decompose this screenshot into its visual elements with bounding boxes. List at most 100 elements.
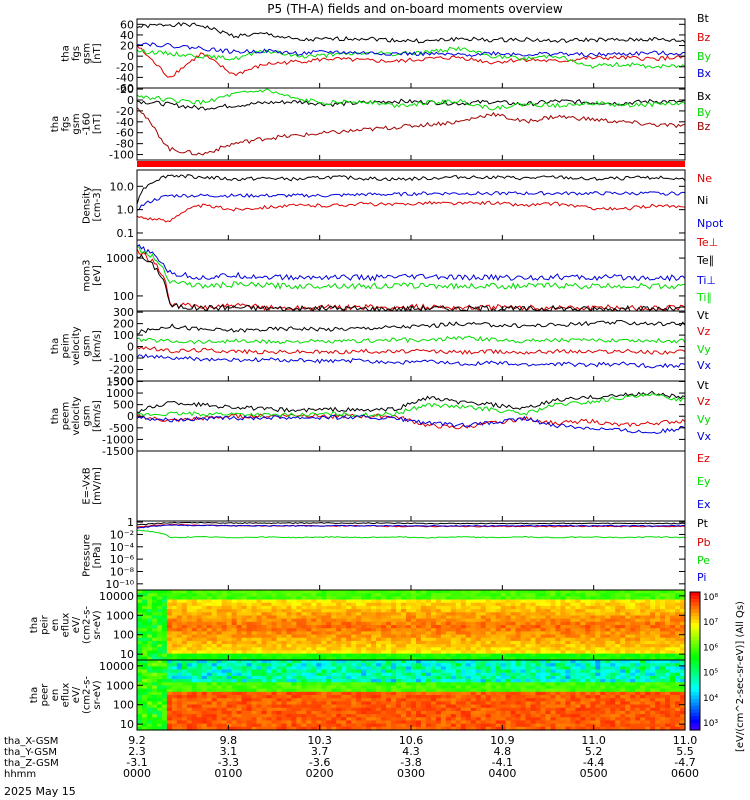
ytick-label-density: 10.0	[110, 180, 135, 193]
colorbar-step	[690, 640, 700, 645]
axis-row-value: 10.6	[399, 734, 424, 747]
ylabel-peim-velocity: thapeimvelocitygsm[km/s]	[50, 326, 103, 365]
figure-title: P5 (TH-A) fields and on-board moments ov…	[267, 2, 563, 16]
series-peim-velocity-Vy	[136, 335, 686, 345]
axis-row-value: 2.3	[128, 745, 146, 758]
axis-row-value: 9.8	[220, 734, 238, 747]
frame-peem-velocity	[136, 380, 686, 452]
legend-efield-1: Ey	[697, 475, 711, 488]
colorbar-step	[690, 602, 700, 607]
ytick-label-density: 0.1	[117, 227, 135, 240]
legend-peim-velocity-0: Vt	[697, 309, 710, 322]
colorbar-step	[690, 719, 700, 724]
ytick-label-peem-velocity: 0	[127, 410, 134, 423]
ylabel-temperature: mom3[eV]	[82, 260, 104, 292]
legend-peim-velocity-3: Vx	[697, 359, 712, 372]
axis-row-value: 5.5	[676, 745, 694, 758]
colorbar-step	[690, 598, 700, 603]
colorbar-step	[690, 647, 700, 652]
ylabel-fgs: thafgsgsm[nT]	[61, 43, 104, 64]
series-fgs-Bz	[136, 45, 685, 78]
colorbar-step	[690, 723, 700, 728]
colorbar-step	[690, 643, 700, 648]
colorbar-step	[690, 619, 700, 624]
legend-pressure-0: Pt	[697, 517, 709, 530]
colorbar-step	[690, 705, 700, 710]
axis-row-value: 10.3	[307, 734, 332, 747]
colorbar-step	[690, 667, 700, 672]
colorbar-step	[690, 629, 700, 634]
axis-row-value: 9.2	[128, 734, 146, 747]
colorbar-step	[690, 605, 700, 610]
ytick-label-peim-velocity: 200	[113, 318, 134, 331]
legend-fgs-alt-1: By	[697, 106, 712, 119]
ytick-label-pressure: 1	[127, 516, 134, 529]
axis-row-value: -4.1	[492, 756, 513, 769]
colorbar-step	[690, 626, 700, 631]
ytick-label-pressure: 10⁻²	[110, 528, 134, 541]
colorbar-step	[690, 695, 700, 700]
ytick-label-fgs-alt: -100	[109, 149, 134, 162]
legend-fgs-2: By	[697, 50, 712, 63]
ytick-label-peem-velocity: -1000	[102, 433, 134, 446]
panel-peer-eflux: thapeerenefluxeV/(cm2-s-sr-eV) 10000 1000 1…	[29, 659, 686, 731]
colorbar-step	[690, 609, 700, 614]
axis-row-value: 5.2	[585, 745, 603, 758]
colorbar-step	[690, 657, 700, 662]
series-temperature-Ti∥	[136, 246, 686, 291]
axis-row-value: 0100	[214, 767, 242, 780]
heatmap-peir-eflux	[137, 590, 686, 661]
series-fgs-Bt	[136, 21, 686, 44]
ylabel-pressure: Pressure[nPa]	[82, 534, 104, 577]
panel-density: Density[cm-3] 10.0 1.0 0.1 Ne Ni Npot	[82, 169, 724, 241]
axis-row-value: -4.4	[583, 756, 604, 769]
colorbar-tick: 10⁵	[703, 669, 718, 679]
axis-row-label: tha_Z-GSM	[4, 758, 59, 769]
axis-row-value: 0000	[123, 767, 151, 780]
colorbar-tick: 10⁷	[703, 618, 718, 628]
colorbar-step	[690, 633, 700, 638]
panel-peim-velocity: thapeimvelocitygsm[km/s] 3002001000-100-2…	[50, 306, 712, 388]
series-peim-velocity-Vz	[136, 346, 686, 356]
legend-temperature-2: Ti⊥	[696, 274, 716, 287]
axis-row-value: -3.6	[309, 756, 330, 769]
ytick-label-peem-velocity: 1500	[106, 375, 134, 388]
legend-fgs-0: Bt	[697, 12, 710, 25]
ytick-label-peem-velocity: 1000	[106, 387, 134, 400]
colorbar-step	[690, 712, 700, 717]
ytick-label-fgs: -20	[116, 61, 134, 74]
ytick-label-peer-eflux: 10000	[99, 660, 134, 673]
axis-row-value: -3.8	[400, 756, 421, 769]
colorbar-step	[690, 702, 700, 707]
panels-layer: thafgsgsm[nT]6040200-20-40-60BtBzByBxtha…	[29, 12, 724, 731]
axis-row-value: 3.7	[311, 745, 329, 758]
colorbar-step	[690, 623, 700, 628]
ylabel-peem-velocity: thapeemvelocitygsm[km/s]	[50, 396, 103, 435]
series-pressure-Pe	[137, 529, 686, 539]
colorbar-step	[690, 592, 700, 597]
ytick-label-peer-eflux: 10	[120, 718, 134, 731]
legend-fgs-alt-0: Bx	[697, 90, 712, 103]
colorbar-step	[690, 636, 700, 641]
legend-peem-velocity-2: Vy	[697, 413, 711, 426]
axis-row-value: 0400	[488, 767, 516, 780]
series-peim-velocity-Vx	[136, 353, 686, 369]
legend-fgs-1: Bz	[697, 31, 711, 44]
series-density-Npot	[136, 191, 686, 211]
colorbar-step	[690, 685, 700, 690]
ytick-label-peim-velocity: -300	[109, 375, 134, 388]
legend-density-2: Npot	[697, 217, 724, 230]
colorbar-step	[690, 661, 700, 666]
ytick-label-peim-velocity: -200	[109, 364, 134, 377]
legend-efield-2: Ex	[697, 498, 711, 511]
colorbar-step	[690, 716, 700, 721]
legend-peim-velocity-2: Vy	[697, 343, 711, 356]
series-temperature-Ti⊥	[136, 244, 686, 282]
footer-date: 2025 May 15	[4, 785, 76, 798]
ytick-label-fgs-alt: -20	[116, 105, 134, 118]
ytick-label-peem-velocity: 500	[113, 399, 134, 412]
ytick-label-pressure: 10⁻⁴	[110, 541, 135, 554]
colorbar-step	[690, 664, 700, 669]
